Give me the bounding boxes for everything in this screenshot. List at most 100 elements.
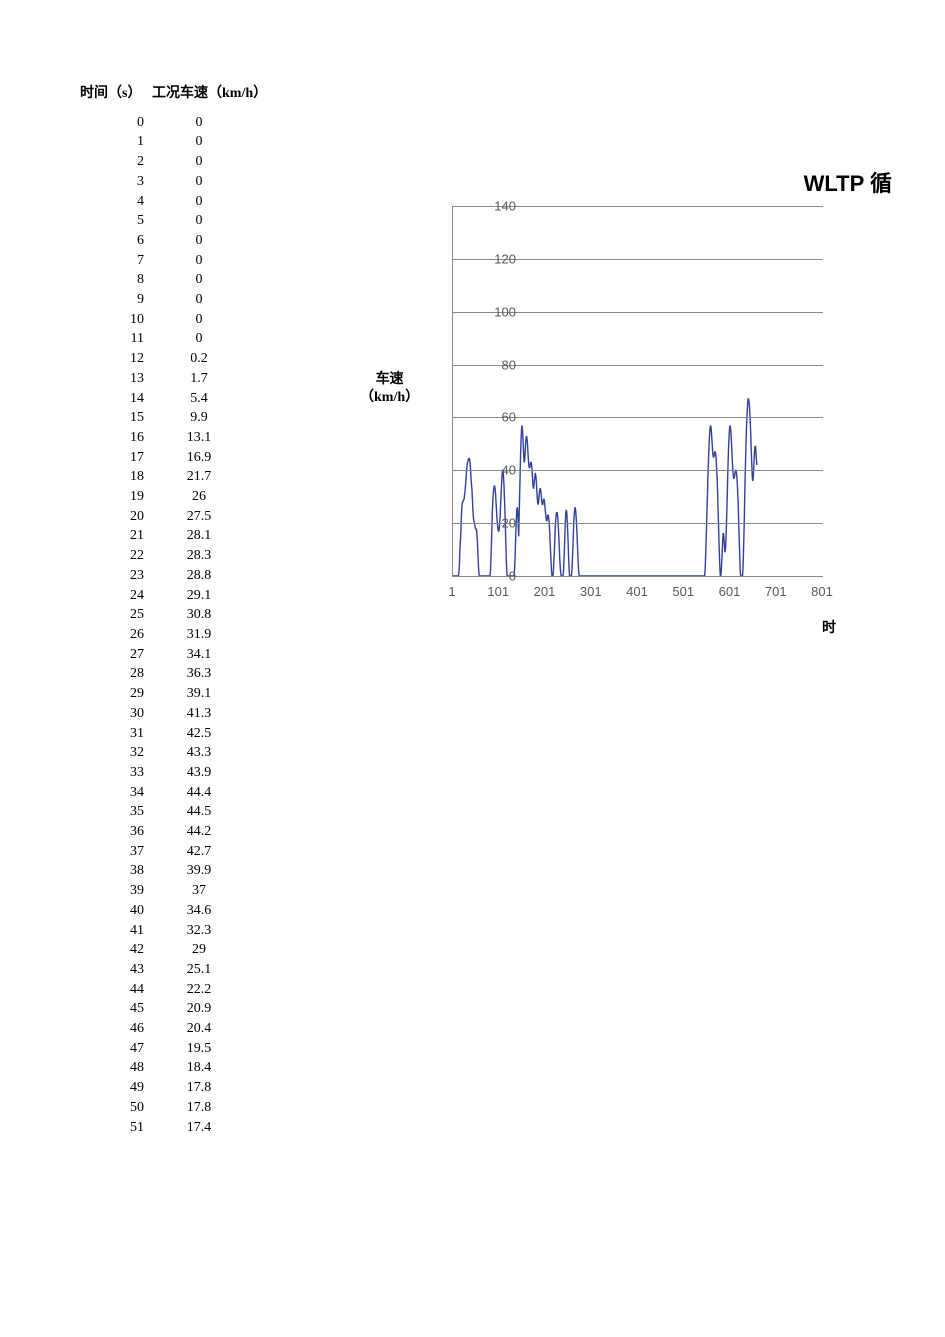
table-row: 2836.3 [80, 664, 945, 684]
cell-time: 44 [80, 980, 154, 1000]
cell-speed: 42.5 [154, 724, 244, 744]
cell-speed: 39.9 [154, 861, 244, 881]
table-row: 3742.7 [80, 842, 945, 862]
chart-title: WLTP 循 [804, 166, 892, 198]
x-tick-label: 1 [448, 584, 455, 599]
table-row: 3243.3 [80, 743, 945, 763]
header-time: 时间（s） [80, 84, 152, 104]
cell-speed: 41.3 [154, 704, 244, 724]
cell-speed: 0 [154, 329, 244, 349]
cell-time: 23 [80, 566, 154, 586]
cell-time: 50 [80, 1098, 154, 1118]
cell-time: 20 [80, 507, 154, 527]
table-row: 4422.2 [80, 980, 945, 1000]
cell-speed: 17.4 [154, 1118, 244, 1138]
cell-speed: 19.5 [154, 1039, 244, 1059]
cell-speed: 5.4 [154, 389, 244, 409]
cell-speed: 20.4 [154, 1019, 244, 1039]
table-row: 3343.9 [80, 763, 945, 783]
cell-time: 19 [80, 487, 154, 507]
cell-time: 33 [80, 763, 154, 783]
y-tick-label: 20 [476, 516, 516, 531]
cell-time: 10 [80, 310, 154, 330]
cell-speed: 26 [154, 487, 244, 507]
cell-time: 11 [80, 329, 154, 349]
table-row: 4325.1 [80, 960, 945, 980]
cell-time: 21 [80, 526, 154, 546]
cell-speed: 34.6 [154, 901, 244, 921]
cell-speed: 0 [154, 172, 244, 192]
cell-time: 24 [80, 586, 154, 606]
cell-speed: 28.3 [154, 546, 244, 566]
cell-time: 1 [80, 132, 154, 152]
cell-speed: 18.4 [154, 1058, 244, 1078]
cell-time: 41 [80, 921, 154, 941]
cell-time: 2 [80, 152, 154, 172]
x-tick-label: 101 [487, 584, 509, 599]
y-tick-label: 0 [476, 569, 516, 584]
cell-time: 15 [80, 408, 154, 428]
table-row: 3041.3 [80, 704, 945, 724]
cell-speed: 17.8 [154, 1078, 244, 1098]
table-row: 4719.5 [80, 1039, 945, 1059]
cell-time: 51 [80, 1118, 154, 1138]
cell-speed: 28.1 [154, 526, 244, 546]
cell-speed: 30.8 [154, 605, 244, 625]
y-tick-label: 140 [476, 199, 516, 214]
cell-speed: 0 [154, 270, 244, 290]
cell-speed: 37 [154, 881, 244, 901]
y-tick-label: 60 [476, 410, 516, 425]
cell-time: 45 [80, 999, 154, 1019]
x-tick-label: 401 [626, 584, 648, 599]
cell-time: 9 [80, 290, 154, 310]
cell-speed: 34.1 [154, 645, 244, 665]
cell-time: 22 [80, 546, 154, 566]
x-tick-label: 701 [765, 584, 787, 599]
cell-time: 25 [80, 605, 154, 625]
table-row: 4818.4 [80, 1058, 945, 1078]
cell-speed: 0 [154, 211, 244, 231]
cell-speed: 43.3 [154, 743, 244, 763]
cell-speed: 31.9 [154, 625, 244, 645]
table-row: 3444.4 [80, 783, 945, 803]
cell-time: 3 [80, 172, 154, 192]
wltp-chart: WLTP 循 车速 （km/h） 时 020406080100120140 11… [352, 136, 892, 646]
cell-time: 48 [80, 1058, 154, 1078]
cell-speed: 28.8 [154, 566, 244, 586]
cell-speed: 21.7 [154, 467, 244, 487]
x-tick-label: 601 [719, 584, 741, 599]
cell-time: 36 [80, 822, 154, 842]
cell-time: 4 [80, 192, 154, 212]
cell-speed: 44.5 [154, 802, 244, 822]
table-row: 5117.4 [80, 1118, 945, 1138]
cell-speed: 29 [154, 940, 244, 960]
table-row: 3544.5 [80, 802, 945, 822]
table-row: 3644.2 [80, 822, 945, 842]
y-tick-label: 120 [476, 251, 516, 266]
table-row: 4620.4 [80, 1019, 945, 1039]
table-row: 4034.6 [80, 901, 945, 921]
table-row: 4917.8 [80, 1078, 945, 1098]
y-tick-label: 100 [476, 304, 516, 319]
cell-speed: 25.1 [154, 960, 244, 980]
cell-time: 46 [80, 1019, 154, 1039]
x-axis-label: 时 [822, 617, 836, 637]
cell-time: 39 [80, 881, 154, 901]
speed-line [453, 399, 757, 576]
cell-speed: 39.1 [154, 684, 244, 704]
cell-speed: 0 [154, 290, 244, 310]
cell-time: 12 [80, 349, 154, 369]
cell-speed: 29.1 [154, 586, 244, 606]
cell-time: 35 [80, 802, 154, 822]
cell-speed: 13.1 [154, 428, 244, 448]
table-row: 00 [80, 113, 945, 133]
table-row: 4229 [80, 940, 945, 960]
table-row: 5017.8 [80, 1098, 945, 1118]
cell-speed: 16.9 [154, 448, 244, 468]
cell-speed: 42.7 [154, 842, 244, 862]
table-row: 4132.3 [80, 921, 945, 941]
y-axis-label: 车速 （km/h） [360, 371, 419, 407]
cell-speed: 36.3 [154, 664, 244, 684]
table-row: 2734.1 [80, 645, 945, 665]
cell-speed: 20.9 [154, 999, 244, 1019]
